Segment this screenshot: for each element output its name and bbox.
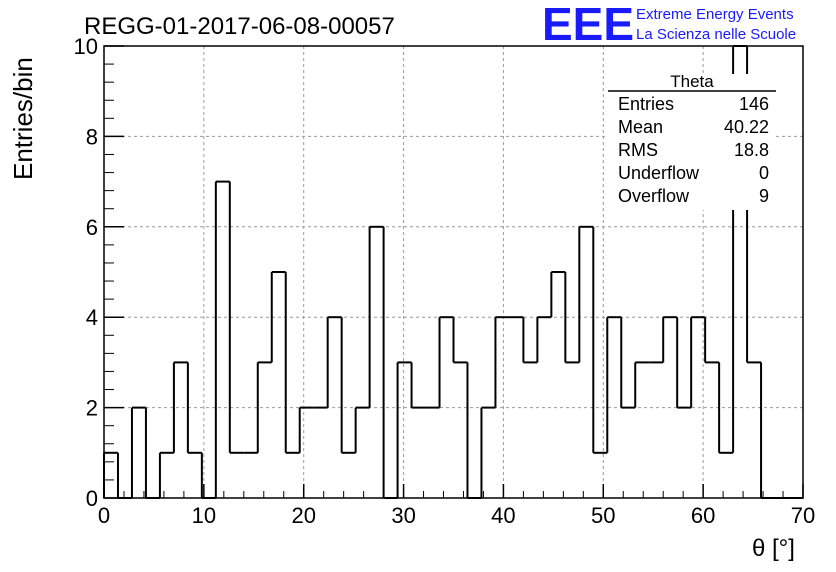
x-tick-label: 70 — [791, 503, 815, 528]
logo-mark: EEE — [542, 0, 634, 50]
x-tick-label: 30 — [391, 503, 415, 528]
logo-line2: La Scienza nelle Scuole — [636, 26, 796, 43]
x-tick-label: 0 — [98, 503, 110, 528]
stats-row-value: 40.22 — [724, 117, 769, 137]
stats-row-value: 0 — [759, 163, 769, 183]
stats-row-label: Overflow — [618, 186, 690, 206]
x-tick-label: 20 — [291, 503, 315, 528]
x-axis-label: θ [°] — [752, 535, 795, 562]
eee-logo: EEE Extreme Energy Events La Scienza nel… — [542, 0, 796, 50]
plot-frame — [103, 45, 804, 499]
y-tick-label: 2 — [86, 396, 98, 421]
x-tick-label: 60 — [691, 503, 715, 528]
stats-row-value: 146 — [739, 94, 769, 114]
stats-row-label: RMS — [618, 140, 658, 160]
axis-ticks: 0 10 20 30 40 50 60 70 0 2 4 6 8 10 — [74, 34, 816, 528]
stats-box-title: Theta — [670, 72, 714, 91]
y-tick-label: 10 — [74, 34, 98, 59]
stats-row-value: 9 — [759, 186, 769, 206]
x-tick-label: 10 — [192, 503, 216, 528]
y-tick-label: 8 — [86, 124, 98, 149]
stats-box-background — [608, 74, 776, 210]
y-tick-label: 6 — [86, 215, 98, 240]
x-tick-label: 50 — [591, 503, 615, 528]
stats-row-label: Underflow — [618, 163, 700, 183]
stats-row-label: Mean — [618, 117, 663, 137]
stats-row-label: Entries — [618, 94, 674, 114]
stats-row-value: 18.8 — [734, 140, 769, 160]
x-tick-label: 40 — [491, 503, 515, 528]
chart-title: REGG-01-2017-06-08-00057 — [84, 13, 395, 40]
logo-line1: Extreme Energy Events — [636, 6, 794, 23]
histogram-series — [103, 45, 803, 499]
y-axis-label: Entries/bin — [8, 57, 38, 180]
y-tick-label: 0 — [86, 486, 98, 511]
y-tick-label: 4 — [86, 305, 98, 330]
stats-box: Theta Entries 146 Mean 40.22 RMS 18.8 Underflo… — [608, 72, 776, 210]
